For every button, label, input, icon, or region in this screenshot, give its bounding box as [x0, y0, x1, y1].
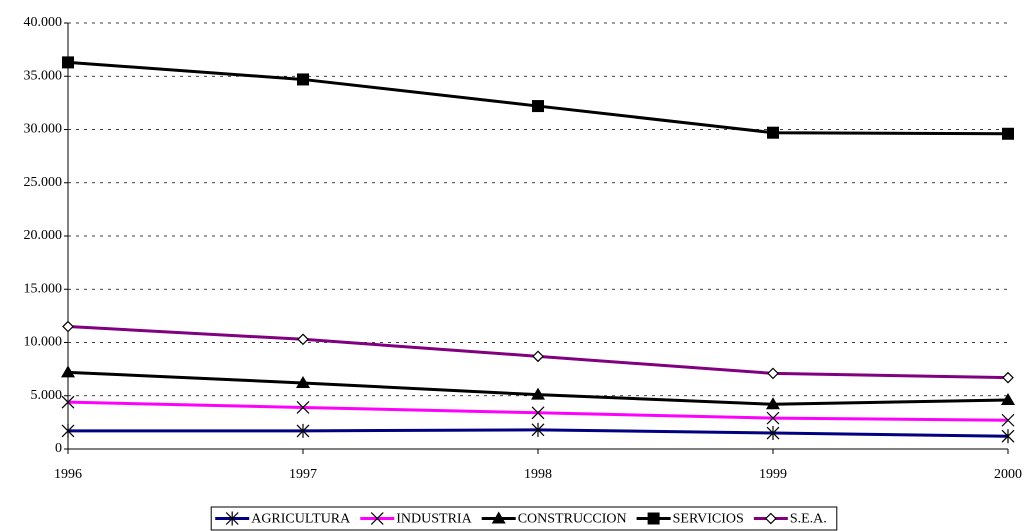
legend-label: CONSTRUCCION: [518, 512, 627, 527]
y-tick-label: 30.000: [24, 122, 63, 137]
series-line: [67, 400, 1009, 422]
x-tick-label: 2000: [994, 467, 1022, 482]
marker: [647, 512, 660, 525]
marker: [764, 512, 777, 525]
y-tick-label: 40.000: [24, 15, 63, 30]
marker: [531, 387, 545, 400]
marker: [531, 422, 545, 437]
marker: [1001, 413, 1015, 427]
y-tick-label: 35.000: [24, 68, 63, 83]
x-tick-label: 1998: [524, 467, 552, 482]
x-tick-label: 1997: [289, 467, 317, 482]
marker: [297, 333, 309, 346]
marker: [491, 511, 506, 524]
marker: [766, 426, 780, 441]
legend-label: AGRICULTURA: [251, 512, 351, 527]
marker: [766, 411, 780, 425]
marker: [61, 365, 75, 378]
marker: [767, 367, 779, 380]
marker: [61, 423, 75, 438]
legend-label: S.E.A.: [790, 512, 827, 527]
marker: [296, 375, 310, 388]
y-tick-label: 15.000: [24, 281, 63, 296]
marker: [296, 401, 310, 414]
y-tick-label: 0: [55, 441, 62, 456]
y-tick-label: 25.000: [24, 175, 63, 190]
marker: [296, 423, 310, 438]
legend: AGRICULTURA INDUSTRIA CONSTRUCCION SERVICIO…: [215, 511, 827, 527]
legend-label: INDUSTRIA: [396, 512, 472, 527]
marker: [1001, 429, 1015, 444]
y-tick-label: 20.000: [24, 228, 63, 243]
legend-label: SERVICIOS: [673, 512, 744, 527]
marker: [62, 56, 74, 69]
marker: [370, 512, 384, 525]
marker: [297, 73, 309, 86]
marker: [61, 395, 75, 409]
marker: [62, 320, 74, 333]
marker: [766, 397, 780, 410]
marker: [532, 350, 544, 363]
series-line: [67, 60, 1009, 136]
marker: [767, 126, 779, 139]
y-tick-label: 5.000: [31, 388, 63, 403]
marker: [531, 406, 545, 420]
marker: [225, 511, 239, 526]
marker: [1001, 393, 1015, 406]
legend-box: [210, 506, 838, 531]
y-tick-label: 10.000: [24, 335, 63, 350]
marker: [532, 100, 544, 113]
marker: [1002, 371, 1014, 384]
x-tick-label: 1996: [54, 467, 82, 482]
x-tick-label: 1999: [759, 467, 787, 482]
marker: [1002, 127, 1014, 140]
